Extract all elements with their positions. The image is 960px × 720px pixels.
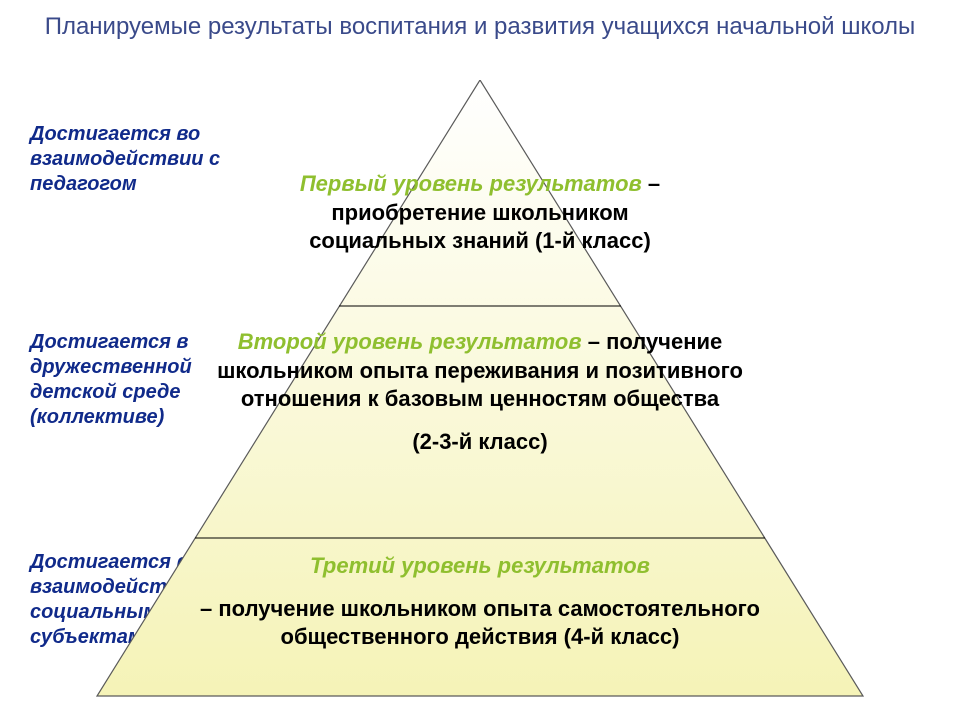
diagram-stage: Планируемые результаты воспитания и разв… bbox=[0, 0, 960, 720]
level-2-heading: Второй уровень результатов bbox=[238, 329, 582, 354]
level-2: Второй уровень результатов – получение ш… bbox=[215, 328, 745, 456]
level-1: Первый уровень результатов – приобретени… bbox=[281, 170, 679, 256]
page-title: Планируемые результаты воспитания и разв… bbox=[0, 12, 960, 42]
level-3-body: – получение школьником опыта самостоятел… bbox=[155, 595, 805, 652]
level-3: Третий уровень результатов – получение ш… bbox=[155, 552, 805, 652]
level-1-heading: Первый уровень результатов bbox=[300, 171, 642, 196]
pyramid: Первый уровень результатов – приобретени… bbox=[95, 80, 865, 700]
level-3-heading: Третий уровень результатов bbox=[155, 552, 805, 581]
level-2-extra-real: (2-3-й класс) bbox=[215, 428, 745, 457]
